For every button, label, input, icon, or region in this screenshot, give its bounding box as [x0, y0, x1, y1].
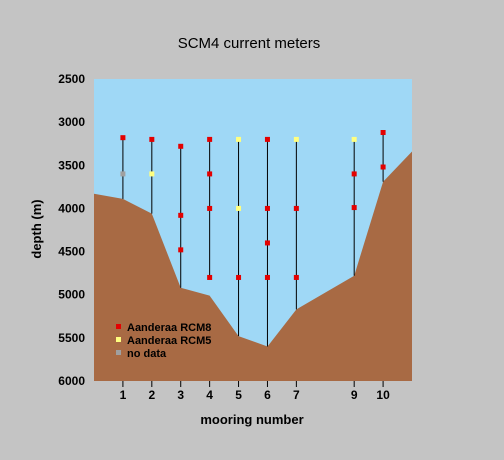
legend-swatch-no-data [116, 350, 121, 355]
y-tick-label: 5500 [58, 331, 85, 345]
meter-point-aanderaa-rcm5 [351, 136, 357, 142]
x-tick-label: 10 [376, 388, 390, 402]
meter-point-aanderaa-rcm8 [178, 247, 184, 253]
meter-point-aanderaa-rcm5 [149, 171, 155, 177]
y-tick-label: 4000 [58, 201, 85, 215]
seafloor-area [94, 151, 412, 381]
x-axis-ticks: 1 2 3 4 5 6 7 9 10 [120, 381, 390, 402]
meter-point-aanderaa-rcm8 [207, 274, 213, 280]
meter-point-aanderaa-rcm8 [149, 136, 155, 142]
meter-point-aanderaa-rcm8 [264, 205, 270, 211]
meter-point-aanderaa-rcm8 [207, 205, 213, 211]
y-tick-label: 2500 [58, 72, 85, 86]
x-tick-label: 9 [351, 388, 358, 402]
meter-point-aanderaa-rcm8 [207, 136, 213, 142]
meter-point-aanderaa-rcm8 [293, 205, 299, 211]
legend-label-aanderaa-rcm8: Aanderaa RCM8 [127, 322, 211, 334]
meter-point-aanderaa-rcm8 [264, 240, 270, 246]
meter-point-aanderaa-rcm8 [380, 129, 386, 135]
meter-point-aanderaa-rcm8 [351, 205, 357, 211]
meter-point-aanderaa-rcm5 [236, 136, 242, 142]
meter-point-aanderaa-rcm8 [264, 274, 270, 280]
legend-swatch-aanderaa-rcm5 [116, 337, 121, 342]
meter-point-aanderaa-rcm8 [178, 212, 184, 218]
legend-label-no-data: no data [127, 348, 167, 360]
x-axis-label: mooring number [200, 412, 303, 427]
plot-area [94, 79, 412, 381]
x-tick-label: 5 [235, 388, 242, 402]
y-tick-label: 3000 [58, 115, 85, 129]
y-tick-label: 5000 [58, 288, 85, 302]
legend-label-aanderaa-rcm5: Aanderaa RCM5 [127, 335, 211, 347]
meter-point-aanderaa-rcm8 [120, 135, 126, 141]
meter-point-aanderaa-rcm8 [380, 164, 386, 170]
x-tick-label: 6 [264, 388, 271, 402]
x-tick-label: 4 [206, 388, 213, 402]
x-tick-label: 1 [120, 388, 127, 402]
chart-title: SCM4 current meters [178, 35, 321, 52]
meter-point-aanderaa-rcm8 [293, 274, 299, 280]
x-tick-label: 3 [177, 388, 184, 402]
meter-point-aanderaa-rcm5 [293, 136, 299, 142]
meter-point-aanderaa-rcm8 [264, 136, 270, 142]
meter-point-aanderaa-rcm8 [351, 171, 357, 177]
meter-point-aanderaa-rcm8 [236, 274, 242, 280]
y-tick-label: 3500 [58, 158, 85, 172]
x-tick-label: 7 [293, 388, 300, 402]
legend-swatch-aanderaa-rcm8 [116, 324, 121, 329]
meter-point-aanderaa-rcm5 [236, 205, 242, 211]
meter-point-no-data [120, 171, 126, 177]
meter-point-aanderaa-rcm8 [207, 171, 213, 177]
meter-point-aanderaa-rcm8 [178, 143, 184, 149]
x-tick-label: 2 [148, 388, 155, 402]
y-axis-ticks: 2500 3000 3500 4000 4500 5000 5500 6000 [58, 72, 85, 388]
y-tick-label: 4500 [58, 245, 85, 259]
y-tick-label: 6000 [58, 374, 85, 388]
y-axis-label: depth (m) [29, 199, 44, 258]
